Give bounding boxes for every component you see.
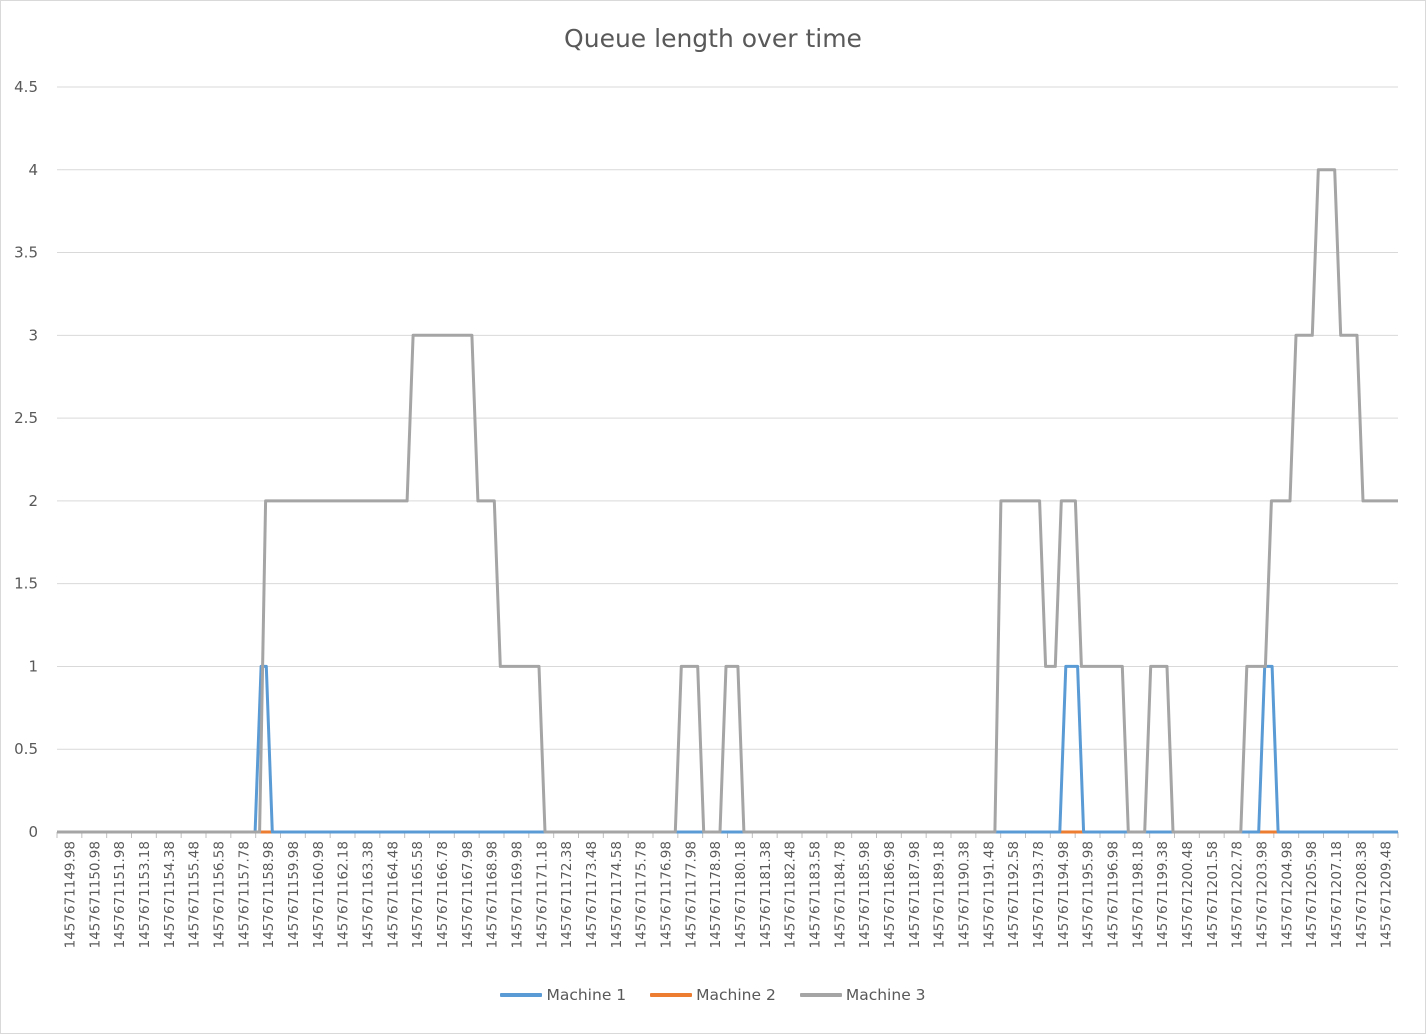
x-tick-label: 1457671175.78: [634, 841, 650, 948]
legend-label: Machine 2: [696, 986, 776, 1004]
x-tick-label: 1457671198.18: [1130, 841, 1146, 948]
x-tick-label: 1457671174.58: [609, 841, 625, 948]
x-tick-label: 1457671195.98: [1081, 841, 1097, 948]
legend-item: Machine 2: [650, 986, 776, 1004]
y-tick-label: 0: [28, 823, 38, 841]
x-tick-label: 1457671193.78: [1031, 841, 1047, 948]
x-tick-label: 1457671178.98: [708, 841, 724, 948]
x-tick-label: 1457671208.38: [1354, 841, 1370, 948]
chart-title: Queue length over time: [564, 24, 862, 53]
y-tick-label: 1: [28, 657, 38, 675]
plot-area: 00.511.522.533.544.5 1457671149.98 145767…: [14, 78, 1399, 948]
x-tick-label: 1457671184.78: [832, 841, 848, 948]
y-tick-label: 1.5: [14, 575, 38, 593]
x-tick-label: 1457671200.48: [1180, 841, 1196, 948]
legend-item: Machine 1: [500, 986, 626, 1004]
x-tick-label: 1457671205.98: [1304, 841, 1320, 948]
x-tick-label: 1457671168.98: [485, 841, 501, 948]
x-tick-label: 1457671183.58: [807, 841, 823, 948]
x-tick-label: 1457671164.48: [385, 841, 401, 948]
x-tick-label: 1457671186.98: [882, 841, 898, 948]
x-tick-label: 1457671191.48: [981, 841, 997, 948]
x-tick-label: 1457671150.98: [87, 841, 103, 948]
x-tick-label: 1457671151.98: [112, 841, 128, 948]
x-tick-label: 1457671190.38: [956, 841, 972, 948]
x-tick-label: 1457671181.38: [758, 841, 774, 948]
series-line-machine-3: [57, 168, 1398, 834]
x-tick-label: 1457671201.58: [1205, 841, 1221, 948]
x-tick-label: 1457671204.98: [1279, 841, 1295, 948]
x-tick-label: 1457671160.98: [311, 841, 327, 948]
x-tick-label: 1457671172.38: [559, 841, 575, 948]
x-tick-label: 1457671209.48: [1379, 841, 1395, 948]
x-tick-label: 1457671153.18: [137, 841, 153, 948]
x-tick-label: 1457671185.98: [857, 841, 873, 948]
legend-swatch: [799, 993, 842, 997]
x-tick-label: 1457671180.18: [733, 841, 749, 948]
y-tick-label: 4: [28, 161, 38, 179]
x-tick-label: 1457671196.98: [1105, 841, 1121, 948]
x-tick-label: 1457671159.98: [286, 841, 302, 948]
x-tick-label: 1457671169.98: [509, 841, 525, 948]
y-axis-ticks: 0 0.5 1 1.5 2 2.5 3 3.5 4 4.5: [14, 78, 38, 841]
x-tick-label: 1457671192.58: [1006, 841, 1022, 948]
x-tick-label: 1457671171.18: [534, 841, 550, 948]
x-tick-label: 1457671182.48: [783, 841, 799, 948]
x-tick-label: 1457671156.58: [211, 841, 227, 948]
legend-swatch: [650, 993, 693, 997]
x-tick-label: 1457671167.98: [460, 841, 476, 948]
x-tick-label: 1457671187.98: [907, 841, 923, 948]
x-tick-label: 1457671162.18: [336, 841, 352, 948]
x-tick-label: 1457671154.38: [162, 841, 178, 948]
x-tick-label: 1457671173.48: [584, 841, 600, 948]
x-tick-label: 1457671163.38: [360, 841, 376, 948]
x-tick-label: 1457671176.98: [658, 841, 674, 948]
x-tick-label: 1457671158.98: [261, 841, 277, 948]
x-tick-label: 1457671177.98: [683, 841, 699, 948]
y-tick-label: 0.5: [14, 740, 38, 758]
legend-label: Machine 1: [546, 986, 627, 1004]
legend-item: Machine 3: [799, 986, 926, 1004]
x-tick-label: 1457671157.78: [236, 841, 252, 948]
legend-label: Machine 3: [845, 986, 926, 1004]
x-tick-label: 1457671194.98: [1056, 841, 1072, 948]
legend: Machine 1 Machine 2 Machine 3: [0, 986, 1426, 1004]
y-tick-label: 2.5: [14, 409, 38, 427]
y-tick-label: 2: [28, 492, 38, 510]
y-tick-label: 3: [28, 326, 38, 344]
y-tick-label: 3.5: [14, 244, 38, 262]
series-lines: [57, 168, 1398, 834]
y-tick-label: 4.5: [14, 78, 38, 96]
x-tick-label: 1457671207.18: [1329, 841, 1345, 948]
x-tick-label: 1457671166.78: [435, 841, 451, 948]
x-tick-label: 1457671202.78: [1230, 841, 1246, 948]
legend-swatch: [500, 993, 543, 997]
x-tick-label: 1457671199.38: [1155, 841, 1171, 948]
x-tick-label: 1457671189.18: [932, 841, 948, 948]
x-axis: 1457671149.98 1457671150.98 1457671151.98 1…: [56, 832, 1399, 948]
x-tick-label: 1457671149.98: [62, 841, 78, 948]
x-tick-label: 1457671203.98: [1254, 841, 1270, 948]
x-tick-label: 1457671165.58: [410, 841, 426, 948]
x-tick-label: 1457671155.48: [187, 841, 203, 948]
